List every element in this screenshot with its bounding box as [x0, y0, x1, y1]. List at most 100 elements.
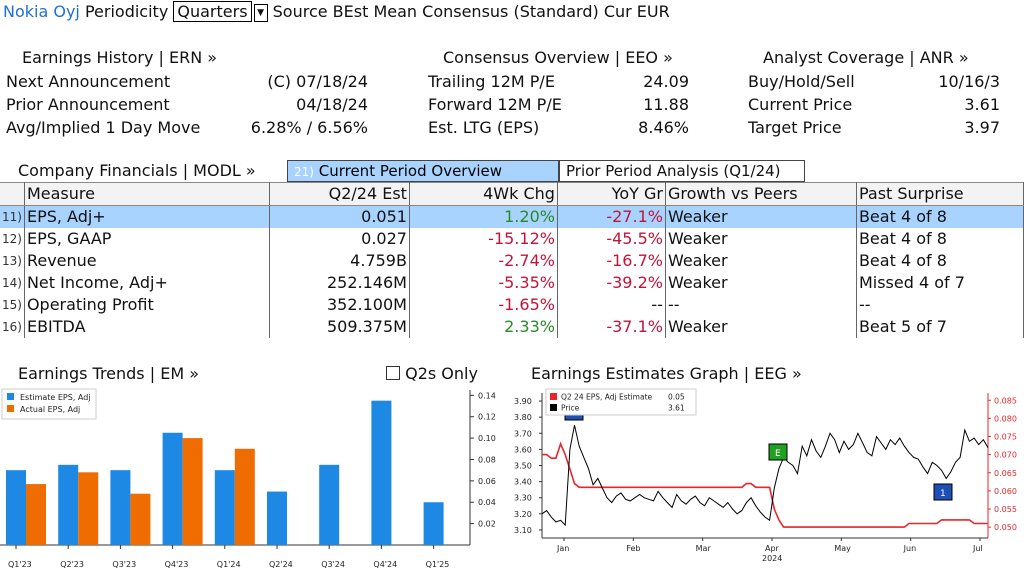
earnings-trends-title[interactable]: Earnings Trends | EM »	[18, 364, 199, 383]
consensus-overview-title[interactable]: Consensus Overview | EEO »	[443, 48, 673, 67]
estimate-cell: 0.051	[269, 205, 410, 228]
yoy-cell: --	[557, 294, 666, 316]
table-row[interactable]: 15) Operating Profit 352.100M -1.65% -- -- --	[0, 294, 1024, 316]
company-financials-title[interactable]: Company Financials | MODL »	[18, 161, 256, 180]
earnings-history-title[interactable]: Earnings History | ERN »	[22, 48, 218, 67]
summary-value: 3.97	[964, 118, 1000, 137]
right-tick-label: 0.085	[994, 396, 1017, 405]
surprise-cell: Beat 4 of 8	[856, 250, 1024, 272]
x-tick-label: Q4'23	[165, 560, 189, 569]
estimate-bar	[58, 464, 79, 545]
y-tick-label: 0.06	[478, 477, 496, 486]
x-tick-label: Jan	[556, 544, 569, 553]
summary-value: 8.46%	[638, 118, 689, 137]
right-tick-label: 0.065	[994, 469, 1017, 478]
x-tick-label: Q1'24	[217, 560, 241, 569]
y-tick-label: 0.14	[478, 391, 496, 400]
surprise-cell: Beat 4 of 8	[856, 228, 1024, 250]
event-flag-icon	[933, 483, 953, 501]
change-cell: -1.65%	[409, 294, 558, 316]
legend-swatch	[7, 405, 14, 412]
estimate-cell: 0.027	[269, 228, 410, 250]
earnings-trends-chart: 0.02 0.04 0.06 0.08 0.10 0.12 0.14 Q1'23 Q2'23 Q3…	[0, 388, 496, 569]
right-tick-label: 0.080	[994, 414, 1017, 423]
analyst-coverage-title[interactable]: Analyst Coverage | ANR »	[763, 48, 969, 67]
header-yoy: YoY Gr	[557, 182, 666, 206]
legend-label: Price	[561, 404, 580, 413]
event-marker: 1	[933, 483, 953, 501]
yoy-cell: -45.5%	[557, 228, 666, 250]
legend-value: 0.05	[668, 393, 685, 402]
tab-prior-label: Prior Period Analysis (Q1/24)	[566, 162, 781, 180]
left-tick-label: 3.10	[514, 526, 532, 535]
estimate-bar	[214, 470, 235, 545]
summary-value: 24.09	[643, 72, 689, 91]
table-row[interactable]: 14) Net Income, Adj+ 252.146M -5.35% -39.2% W…	[0, 272, 1024, 294]
tab-prior-period[interactable]: Prior Period Analysis (Q1/24)	[559, 160, 805, 182]
q2s-only-label: Q2s Only	[405, 364, 478, 383]
estimate-line	[542, 441, 988, 528]
header-measure: Measure	[24, 182, 270, 206]
estimate-cell: 509.375M	[269, 316, 410, 338]
summary-row: Next Announcement (C) 07/18/24	[6, 70, 368, 93]
y-tick-label: 0.10	[478, 434, 496, 443]
row-number: 11)	[0, 205, 25, 228]
checkbox-icon[interactable]	[386, 366, 400, 380]
x-tick-label: Feb	[626, 544, 640, 553]
left-tick-label: 3.80	[514, 413, 532, 422]
surprise-cell: Beat 4 of 8	[856, 205, 1024, 228]
right-tick-label: 0.050	[994, 523, 1017, 532]
summary-label: Est. LTG (EPS)	[428, 118, 540, 137]
company-name[interactable]: Nokia Oyj	[3, 2, 80, 21]
x-tick-label: Q2'24	[269, 560, 293, 569]
table-header-row: Measure Q2/24 Est 4Wk Chg YoY Gr Growth …	[0, 182, 1024, 206]
analyst-coverage-panel: Buy/Hold/Sell 10/16/3 Current Price 3.61 Tar…	[748, 70, 1000, 139]
summary-row: Buy/Hold/Sell 10/16/3	[748, 70, 1000, 93]
right-tick-label: 0.070	[994, 451, 1017, 460]
measure-cell: Operating Profit	[24, 294, 270, 316]
x-tick-label: Jul	[972, 544, 983, 553]
legend-label: Estimate EPS, Adj	[20, 393, 91, 402]
summary-value: 6.28% / 6.56%	[250, 118, 368, 137]
table-row[interactable]: 12) EPS, GAAP 0.027 -15.12% -45.5% Weaker Beat…	[0, 228, 1024, 250]
actual-bar	[130, 493, 151, 545]
measure-cell: Revenue	[24, 250, 270, 272]
earnings-estimates-graph-title[interactable]: Earnings Estimates Graph | EEG »	[531, 364, 802, 383]
left-tick-label: 3.40	[514, 478, 532, 487]
yoy-cell: -37.1%	[557, 316, 666, 338]
legend-box	[545, 388, 697, 416]
q2s-only-toggle[interactable]: Q2s Only	[386, 364, 478, 383]
summary-row: Forward 12M P/E 11.88	[428, 93, 689, 116]
actual-bar	[26, 484, 46, 545]
estimate-cell: 252.146M	[269, 272, 410, 294]
x-tick-label: Q3'24	[321, 560, 345, 569]
legend-swatch	[550, 393, 557, 400]
chevron-down-icon[interactable]: ▼	[253, 3, 268, 22]
yoy-cell: -39.2%	[557, 272, 666, 294]
summary-row: Trailing 12M P/E 24.09	[428, 70, 689, 93]
table-row[interactable]: 13) Revenue 4.759B -2.74% -16.7% Weaker Beat 4…	[0, 250, 1024, 272]
yoy-cell: -27.1%	[557, 205, 666, 228]
source-info: Source BEst Mean Consensus (Standard) Cu…	[272, 2, 670, 21]
tab-current-period[interactable]: 21) Current Period Overview (Q2/24)	[287, 160, 559, 201]
summary-row: Prior Announcement 04/18/24	[6, 93, 368, 116]
top-bar: Nokia Oyj Periodicity Quarters ▼ Source B…	[3, 1, 670, 22]
surprise-cell: Beat 5 of 7	[856, 316, 1024, 338]
summary-value: 04/18/24	[296, 95, 368, 114]
summary-label: Target Price	[748, 118, 842, 137]
legend-box	[1, 388, 97, 420]
right-tick-label: 0.055	[994, 505, 1017, 514]
left-tick-label: 3.90	[514, 397, 532, 406]
tab-number: 21)	[294, 165, 314, 179]
actual-bar	[234, 448, 255, 545]
x-tick-label: Jun	[903, 544, 917, 553]
estimate-bar	[371, 400, 392, 545]
estimate-bar	[423, 502, 444, 545]
periodicity-select[interactable]: Quarters	[173, 1, 252, 22]
x-tick-label: Q2'23	[60, 560, 84, 569]
table-row[interactable]: 16) EBITDA 509.375M 2.33% -37.1% Weaker Beat 5…	[0, 316, 1024, 338]
change-cell: -5.35%	[409, 272, 558, 294]
summary-row: Est. LTG (EPS) 8.46%	[428, 116, 689, 139]
chart-legend: Q2 24 EPS, Adj Estimate 0.05 Price 3.61	[545, 388, 697, 416]
table-row[interactable]: 11) EPS, Adj+ 0.051 1.20% -27.1% Weaker Beat 4…	[0, 205, 1024, 228]
